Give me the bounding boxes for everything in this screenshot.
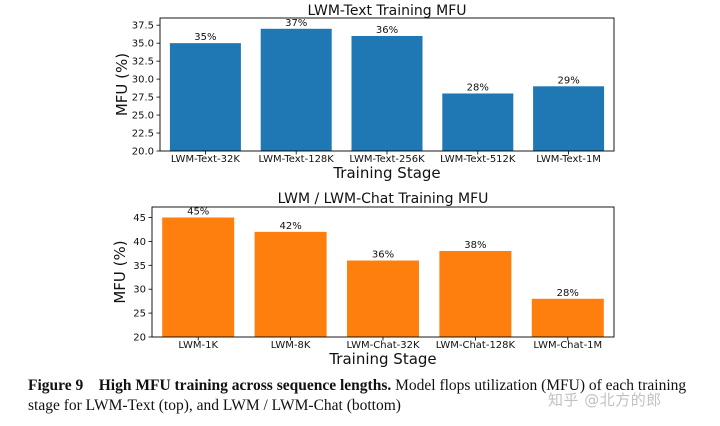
y-axis-label: MFU (%) [113,53,131,116]
data-label: 36% [372,250,394,261]
y-tick-label: 45 [133,213,146,224]
data-label: 35% [194,32,216,43]
data-label: 42% [279,221,301,232]
y-tick-label: 35.0 [132,39,154,50]
x-tick-label: LWM-8K [271,340,311,351]
y-tick-label: 35 [133,261,146,272]
data-label: 37% [285,18,307,29]
y-tick-label: 25.0 [132,111,154,122]
y-tick-label: 25 [133,309,146,320]
bar-lwm-8k [254,231,327,337]
chart-title: LWM-Text Training MFU [307,3,466,19]
plot-frame [151,206,615,338]
x-axis-label: Training Stage [328,350,436,368]
bar-lwm-text-32k [169,43,241,151]
chart-lwm-text: LWM-Text Training MFU 35% LWM-Text-32K 37% L… [113,3,615,182]
x-tick-label: LWM-1K [178,340,218,351]
caption-title: High MFU training across sequence length… [98,377,392,394]
watermark: 知乎 @北方的郎 [548,391,662,409]
bar-lwm-chat-1m [531,298,604,337]
data-label: 29% [557,75,579,86]
x-tick-label: LWM-Chat-1M [533,340,602,351]
y-tick-label: 27.5 [132,93,154,104]
x-tick-label: LWM-Text-256K [349,154,425,165]
chart-lwm-chat: LWM / LWM-Chat Training MFU 45% LWM-1K 42% L… [111,191,615,368]
bar-lwm-chat-32k [347,260,419,337]
x-axis-label: Training Stage [332,164,440,182]
y-tick-label: 30.0 [132,75,154,86]
x-tick-label: LWM-Text-32K [171,154,240,165]
x-tick-label: LWM-Text-512K [440,154,516,165]
figure-caption: Figure 9 High MFU training across sequen… [28,376,708,416]
bar-lwm-text-512k [442,93,514,151]
y-axis-label: MFU (%) [111,240,129,303]
y-tick-label: 22.5 [132,129,154,140]
data-label: 28% [557,288,579,299]
bar-lwm-text-1m [533,86,605,151]
bar-lwm-chat-128k [439,250,512,337]
y-tick-label: 32.5 [132,57,154,68]
bar-lwm-text-256k [351,35,423,151]
data-label: 45% [187,207,209,218]
y-tick-label: 40 [133,237,146,248]
data-label: 36% [376,25,398,36]
plot-frame [159,17,615,152]
x-tick-label: LWM-Chat-128K [436,340,516,351]
data-label: 38% [464,240,486,251]
y-tick-label: 30 [133,285,146,296]
y-tick-label: 20 [133,333,146,344]
x-tick-label: LWM-Chat-32K [346,340,419,351]
caption-label: Figure 9 [28,377,84,394]
bar-lwm-1k [162,217,235,337]
y-tick-label: 20.0 [132,147,154,158]
x-tick-label: LWM-Text-128K [259,154,335,165]
figure: LWM-Text Training MFU 35% LWM-Text-32K 37% L… [111,3,615,368]
bar-lwm-text-128k [260,28,332,151]
caption-text: Model flops utilization (MFU) of each tr… [28,377,687,414]
chart-title: LWM / LWM-Chat Training MFU [278,191,489,207]
x-tick-label: LWM-Text-1M [536,154,601,165]
data-label: 28% [467,82,489,93]
y-tick-label: 37.5 [132,21,154,32]
